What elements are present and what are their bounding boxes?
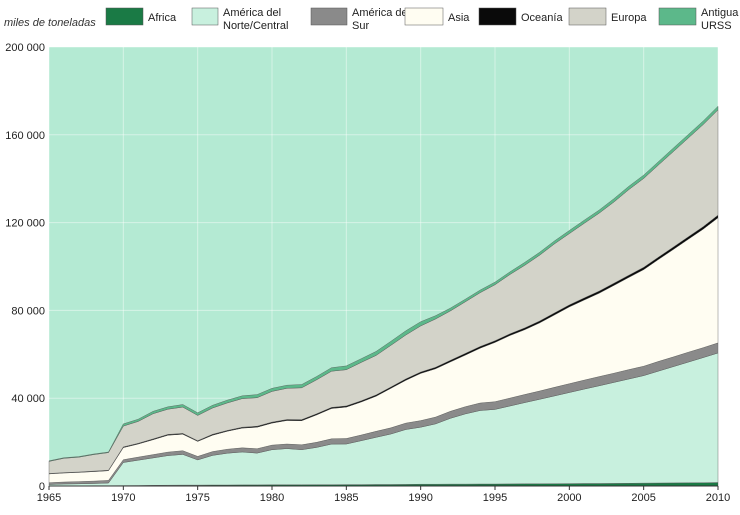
y-tick-label: 120 000 xyxy=(5,218,45,230)
legend-label: Antigua URSS xyxy=(701,7,739,32)
area-series-6 xyxy=(48,105,719,462)
legend-label: Europa xyxy=(611,12,647,24)
y-tick-label: 40 000 xyxy=(11,393,45,405)
x-tick-label: 1980 xyxy=(260,492,284,504)
legend-label: Oceanía xyxy=(521,12,563,24)
x-tick-label: 1995 xyxy=(483,492,507,504)
legend-swatch xyxy=(191,7,219,26)
x-tick-label: 1985 xyxy=(334,492,358,504)
legend-swatch xyxy=(658,7,697,26)
legend-swatch xyxy=(105,7,144,26)
x-tick-label: 1970 xyxy=(111,492,135,504)
x-tick-label: 1965 xyxy=(37,492,61,504)
legend-swatch xyxy=(568,7,607,26)
stacked-areas xyxy=(48,105,719,487)
legend-swatch xyxy=(310,7,348,26)
y-tick-label: 80 000 xyxy=(11,305,45,317)
y-tick-label: 0 xyxy=(39,481,45,493)
legend-swatch xyxy=(478,7,517,26)
legend-label: América del Norte/Central xyxy=(223,7,288,32)
x-tick-label: 1990 xyxy=(408,492,432,504)
legend-label: América del Sur xyxy=(352,7,410,32)
x-tick-label: 2010 xyxy=(706,492,730,504)
x-tick-label: 2005 xyxy=(631,492,655,504)
y-tick-label: 200 000 xyxy=(5,42,45,54)
x-tick-label: 1975 xyxy=(185,492,209,504)
legend: Africa América del Norte/Central América de… xyxy=(105,7,739,32)
axes: 1965 1970 1975 1980 1985 1990 1995 2000 2005 2010… xyxy=(5,42,730,504)
legend-swatch xyxy=(404,7,444,26)
y-axis-unit-label: miles de toneladas xyxy=(4,17,96,29)
legend-label: Africa xyxy=(148,12,177,24)
legend-label: Asia xyxy=(448,12,470,24)
y-tick-label: 160 000 xyxy=(5,130,45,142)
x-tick-label: 2000 xyxy=(557,492,581,504)
